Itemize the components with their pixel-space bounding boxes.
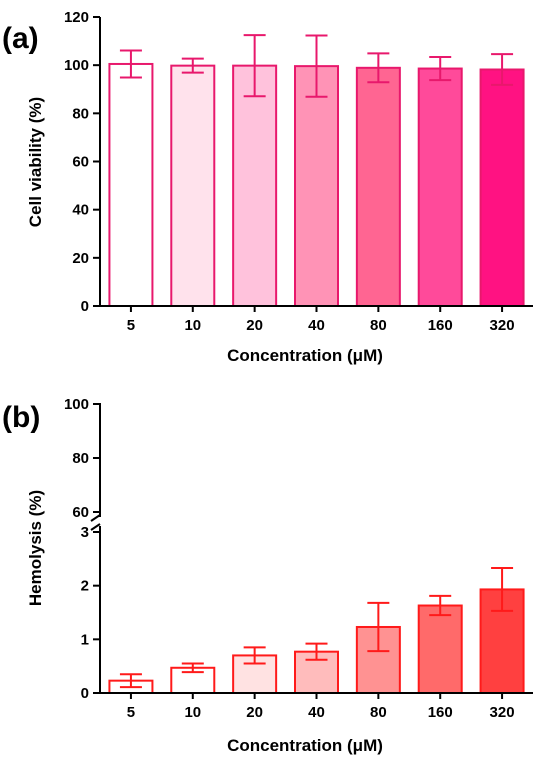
panel-a-x-tick-label: 80: [370, 317, 387, 334]
panel-a-bar-160: [417, 67, 463, 307]
panel-a-error-bar-10: [181, 57, 204, 74]
panel-a-x-tick-label: 20: [246, 317, 263, 334]
panel-a-x-tick-label: 160: [428, 317, 453, 334]
panel-a-y-tick-label: 60: [72, 154, 89, 171]
panel-b-y-axis-title: Hemolysis (%): [26, 490, 45, 606]
panel-b-error-bar-20: [243, 646, 266, 665]
panel-a-error-bar-5: [119, 49, 142, 79]
panel-b-bars: [108, 588, 525, 695]
panel-a-x-tick-label: 40: [308, 317, 325, 334]
panel-a-bar-20: [232, 64, 278, 307]
panel-b-error-bar-5: [119, 673, 142, 689]
panel-a-cell-viability: (a) Cell viability (%) Concentration (μM…: [2, 9, 533, 365]
panel-a-y-axis-title: Cell viability (%): [26, 97, 45, 227]
panel-b-error-bar-320: [491, 566, 514, 612]
panel-b-y-tick-label: 60: [72, 504, 89, 521]
panel-b-bar-160: [417, 604, 463, 694]
panel-a-error-bar-40: [305, 34, 328, 98]
panel-b-axis-break-mark-lower: [90, 523, 101, 531]
panel-a-bar-10: [170, 64, 216, 307]
panel-b-x-axis-title: Concentration (μM): [227, 736, 383, 755]
panel-b-error-bar-10: [181, 662, 204, 674]
panel-a-error-bar-80: [367, 52, 390, 84]
panel-a-y-tick-label: 80: [72, 105, 89, 122]
panel-b-x-tick-label: 40: [308, 704, 325, 721]
panel-b-y-tick-label: 80: [72, 450, 89, 467]
panel-a-error-bar-320: [491, 53, 514, 86]
panel-a-bar-80: [355, 66, 401, 308]
panel-a-x-ticks: 5 10 20 40 80 160 320: [127, 306, 515, 334]
panel-a-y-tick-label: 100: [64, 57, 89, 74]
panel-a-label: (a): [2, 22, 39, 55]
panel-b-error-bar-160: [429, 594, 452, 617]
panel-a-y-tick-label: 40: [72, 202, 89, 219]
panel-b-hemolysis: (b) Hemolysis (%) Concentration (μM) 0 1 2…: [2, 396, 533, 755]
panel-a-x-tick-label: 10: [184, 317, 201, 334]
panel-b-y-ticks: 0 1 2 3 60 80 100: [64, 396, 100, 702]
panel-a-error-bars: [119, 34, 514, 98]
panel-b-x-tick-label: 10: [184, 704, 201, 721]
panel-b-label: (b): [2, 401, 40, 434]
panel-b-y-tick-label: 2: [81, 578, 89, 595]
panel-b-error-bar-80: [367, 601, 390, 653]
panel-b-x-tick-label: 320: [490, 704, 515, 721]
panel-a-x-tick-label: 5: [127, 317, 135, 334]
panel-b-x-tick-label: 5: [127, 704, 135, 721]
panel-a-y-tick-label: 0: [81, 298, 89, 315]
panel-b-x-ticks: 5 10 20 40 80 160 320: [127, 693, 515, 721]
panel-a-y-tick-label: 20: [72, 250, 89, 267]
panel-a-x-axis-title: Concentration (μM): [227, 346, 383, 365]
panel-a-error-bar-160: [429, 55, 452, 82]
panel-a-bar-320: [479, 68, 525, 307]
panel-b-y-tick-label: 0: [81, 685, 89, 702]
panel-a-y-tick-label: 120: [64, 9, 89, 26]
panel-b-y-tick-label: 100: [64, 396, 89, 413]
panel-b-x-tick-label: 160: [428, 704, 453, 721]
panel-a-error-bar-20: [243, 34, 266, 98]
panel-b-axis-break-mark-upper: [90, 514, 101, 522]
panel-a-bar-40: [294, 65, 339, 307]
panel-b-y-tick-label: 1: [81, 631, 89, 648]
panel-b-error-bars: [119, 566, 514, 689]
panel-a-x-tick-label: 320: [490, 317, 515, 334]
panel-b-y-tick-label: 3: [81, 524, 89, 541]
panel-a-y-ticks: 0 20 40 60 80 100 120: [64, 9, 100, 315]
panel-b-error-bar-40: [305, 642, 328, 661]
panel-b-x-tick-label: 20: [246, 704, 263, 721]
panel-b-x-tick-label: 80: [370, 704, 387, 721]
panel-a-bars: [108, 62, 525, 308]
panel-a-bar-5: [108, 62, 154, 308]
